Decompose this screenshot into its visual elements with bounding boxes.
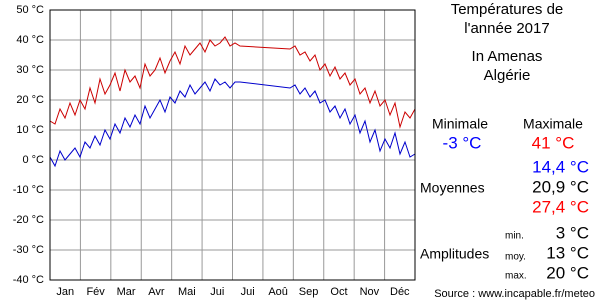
- data-line: [49, 78, 416, 168]
- stat-max: 41 °C: [532, 133, 575, 152]
- y-tick-label: 30 °C: [16, 64, 44, 76]
- y-tick-label: 20 °C: [16, 94, 44, 106]
- x-tick-label: Mai: [178, 286, 196, 298]
- x-tick-label: Sep: [299, 286, 319, 298]
- stat-amplitude: 3 °C: [556, 223, 589, 242]
- y-tick-label: -40 °C: [13, 274, 44, 286]
- location: In Amenas: [472, 48, 543, 65]
- stat-min: -3 °C: [443, 133, 482, 152]
- x-tick-label: Oct: [330, 286, 347, 298]
- x-tick-label: Jui: [241, 286, 255, 298]
- location: Algérie: [484, 67, 531, 84]
- y-tick-label: -20 °C: [13, 214, 44, 226]
- x-tick-label: Avr: [148, 286, 165, 298]
- stat-mean: 27,4 °C: [532, 197, 589, 216]
- label: Amplitudes: [420, 246, 489, 262]
- x-tick-label: Aoû: [268, 286, 288, 298]
- plot-frame: [49, 9, 416, 281]
- y-tick-label: 40 °C: [16, 34, 44, 46]
- source: Source : www.incapable.fr/meteo: [434, 288, 595, 300]
- stat-amplitude: 20 °C: [546, 263, 589, 282]
- y-tick-label: 10 °C: [16, 124, 44, 136]
- label: min.: [505, 231, 524, 242]
- label: Moyennes: [420, 180, 485, 196]
- stat-mean: 20,9 °C: [532, 177, 589, 196]
- label: Maximale: [523, 116, 583, 132]
- label: max.: [505, 271, 527, 282]
- x-tick-label: Fév: [86, 286, 105, 298]
- data-line: [49, 36, 416, 129]
- label: moy.: [505, 252, 526, 263]
- stat-mean: 14,4 °C: [532, 157, 589, 176]
- y-tick-label: -10 °C: [13, 184, 44, 196]
- y-tick-label: 0 °C: [22, 154, 44, 166]
- label: Minimale: [432, 116, 488, 132]
- x-tick-label: Nov: [360, 286, 380, 298]
- x-tick-label: Déc: [390, 286, 410, 298]
- y-tick-label: -30 °C: [13, 244, 44, 256]
- x-tick-label: Mar: [117, 286, 136, 298]
- x-tick-label: Jan: [56, 286, 74, 298]
- title: Températures de: [451, 1, 564, 18]
- y-tick-label: 50 °C: [16, 4, 44, 16]
- title: l'année 2017: [464, 20, 549, 37]
- stat-amplitude: 13 °C: [546, 243, 589, 262]
- x-tick-label: Jui: [210, 286, 224, 298]
